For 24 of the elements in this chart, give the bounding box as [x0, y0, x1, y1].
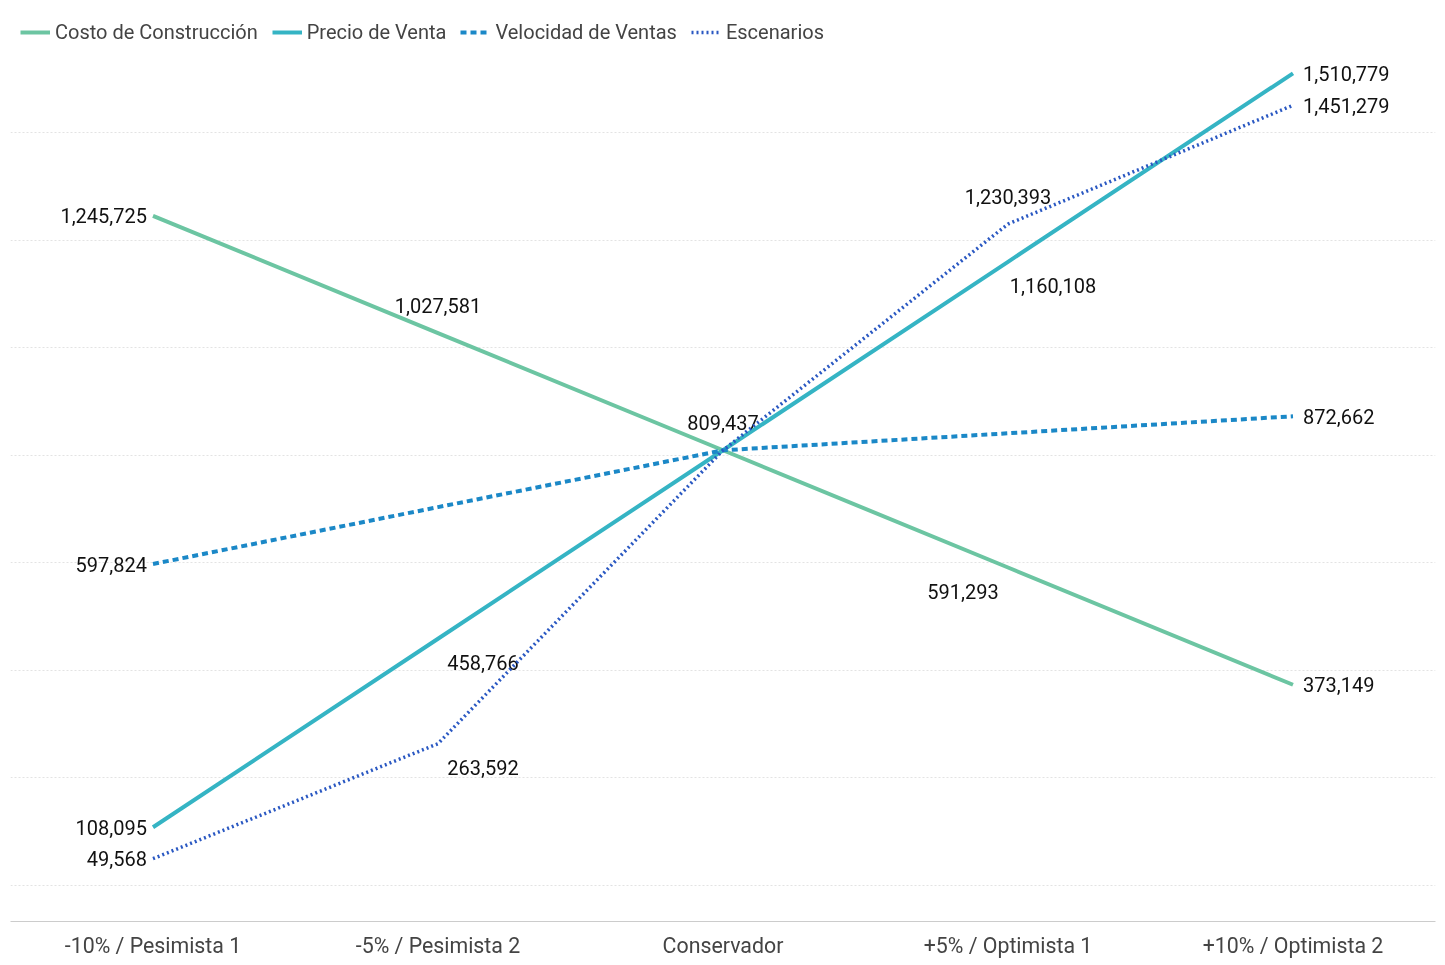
- data-label: 458,766: [447, 651, 519, 676]
- data-label: 1,230,393: [964, 184, 1052, 209]
- data-label: 263,592: [447, 756, 519, 781]
- data-label: 872,662: [1303, 404, 1375, 429]
- data-label: 1,160,108: [1009, 274, 1097, 299]
- data-label: 1,451,279: [1303, 93, 1390, 118]
- data-label: 597,824: [75, 552, 148, 577]
- legend-label: Costo de Construcción: [55, 20, 258, 44]
- legend-label: Escenarios: [725, 20, 824, 44]
- data-label: 809,437: [687, 410, 759, 435]
- data-label: 1,510,779: [1303, 61, 1390, 86]
- data-label: 1,027,581: [394, 293, 482, 318]
- data-label: 108,095: [75, 815, 148, 840]
- data-label: 591,293: [927, 580, 999, 605]
- x-tick-label: -5% / Pesimista 2: [355, 932, 521, 958]
- data-label: 49,568: [86, 847, 147, 872]
- legend-label: Precio de Venta: [306, 20, 447, 44]
- legend-label: Velocidad de Ventas: [495, 20, 677, 44]
- x-tick-label: -10% / Pesimista 1: [64, 932, 242, 958]
- data-label: 1,245,725: [60, 204, 148, 229]
- x-tick-label: +10% / Optimista 2: [1202, 932, 1384, 958]
- x-tick-label: +5% / Optimista 1: [923, 932, 1093, 958]
- x-tick-label: Conservador: [662, 932, 784, 958]
- data-label: 373,149: [1303, 673, 1375, 698]
